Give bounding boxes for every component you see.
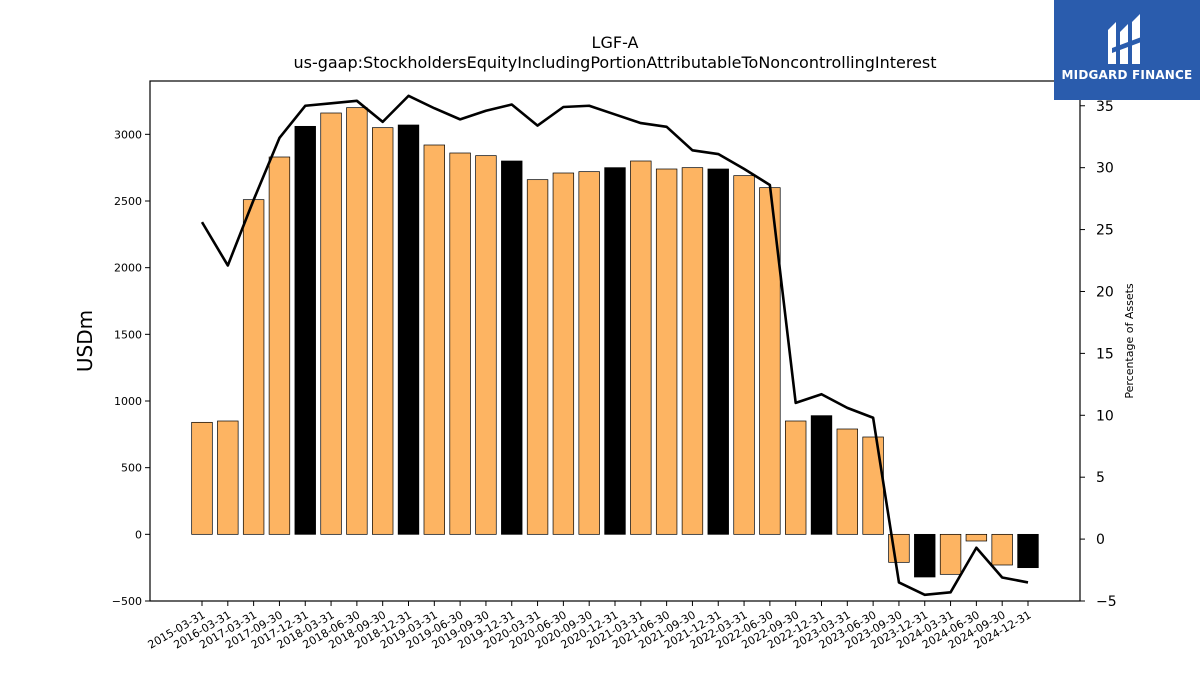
bar-2021-03-31 [630,160,652,535]
percentage-line [200,94,1029,597]
logo-mark-icon [1108,14,1144,64]
bar-2021-09-30 [681,167,704,535]
bar-2023-03-31 [836,428,858,535]
bar-2024-03-31 [939,533,962,575]
bar-2022-12-31 [810,415,833,535]
y2-tick-label: 25 [1096,223,1114,239]
left-axis: −500 0 500 1000 1500 2000 2500 3000 [112,128,150,608]
y2-tick-label: 15 [1096,346,1114,362]
y-tick-label: 1500 [114,328,142,341]
y-tick-label: −500 [112,595,142,608]
bar-2020-03-31 [526,179,549,535]
bar-2023-12-31 [914,533,936,578]
y2-tick-label: 35 [1096,99,1114,115]
y2-tick-label: −5 [1096,594,1117,610]
bar-2017-09-30 [268,156,291,535]
bar-2022-09-30 [785,420,807,535]
bar-2019-03-31 [423,144,445,535]
logo-text: MIDGARD FINANCE [1061,68,1193,82]
bar-2019-06-30 [449,152,471,535]
y-tick-label: 3000 [114,128,142,141]
bar-2021-06-30 [655,168,678,535]
bar-2024-09-30 [991,533,1013,566]
bar-2024-12-31 [1017,533,1039,569]
right-axis: −5 0 5 10 15 20 25 30 35 [1080,99,1117,610]
y-tick-label: 1000 [114,395,142,408]
bar-2018-03-31 [320,112,342,535]
y-tick-label: 2500 [114,195,142,208]
x-axis: 2015-03-312016-03-312017-03-312017-09-30… [146,601,1034,652]
bar-2022-03-31 [733,175,755,535]
chart-title: LGF-A [592,33,639,52]
bar-2018-06-30 [346,107,368,535]
bar-2020-06-30 [552,172,575,535]
bars-layer [191,107,1039,578]
bar-2020-12-31 [604,167,626,535]
y-tick-label: 500 [121,462,142,475]
bar-2024-06-30 [965,533,988,542]
chart-subtitle: us-gaap:StockholdersEquityIncludingPorti… [293,53,936,72]
y-tick-label: 0 [135,528,142,541]
y-axis-label: USDm [73,310,97,372]
line-layer [200,94,1029,597]
bar-2017-03-31 [242,199,265,535]
y2-tick-label: 10 [1096,408,1114,424]
bar-2016-03-31 [217,420,239,535]
y2-tick-label: 5 [1096,470,1105,486]
bar-2018-12-31 [397,124,420,535]
bar-2020-09-30 [578,171,600,535]
logo: MIDGARD FINANCE [1054,0,1200,100]
bar-2019-12-31 [501,160,523,535]
bar-2015-03-31 [191,421,213,535]
y-tick-label: 2000 [114,262,142,275]
bar-2021-12-31 [707,168,729,535]
bar-2017-12-31 [294,125,316,535]
y2-tick-label: 20 [1096,284,1114,300]
bar-2019-09-30 [475,155,497,535]
y2-axis-label: Percentage of Assets [1123,283,1136,399]
bar-2018-09-30 [372,127,394,535]
y2-tick-label: 30 [1096,161,1114,177]
y2-tick-label: 0 [1096,532,1105,548]
bar-2023-06-30 [862,436,884,535]
